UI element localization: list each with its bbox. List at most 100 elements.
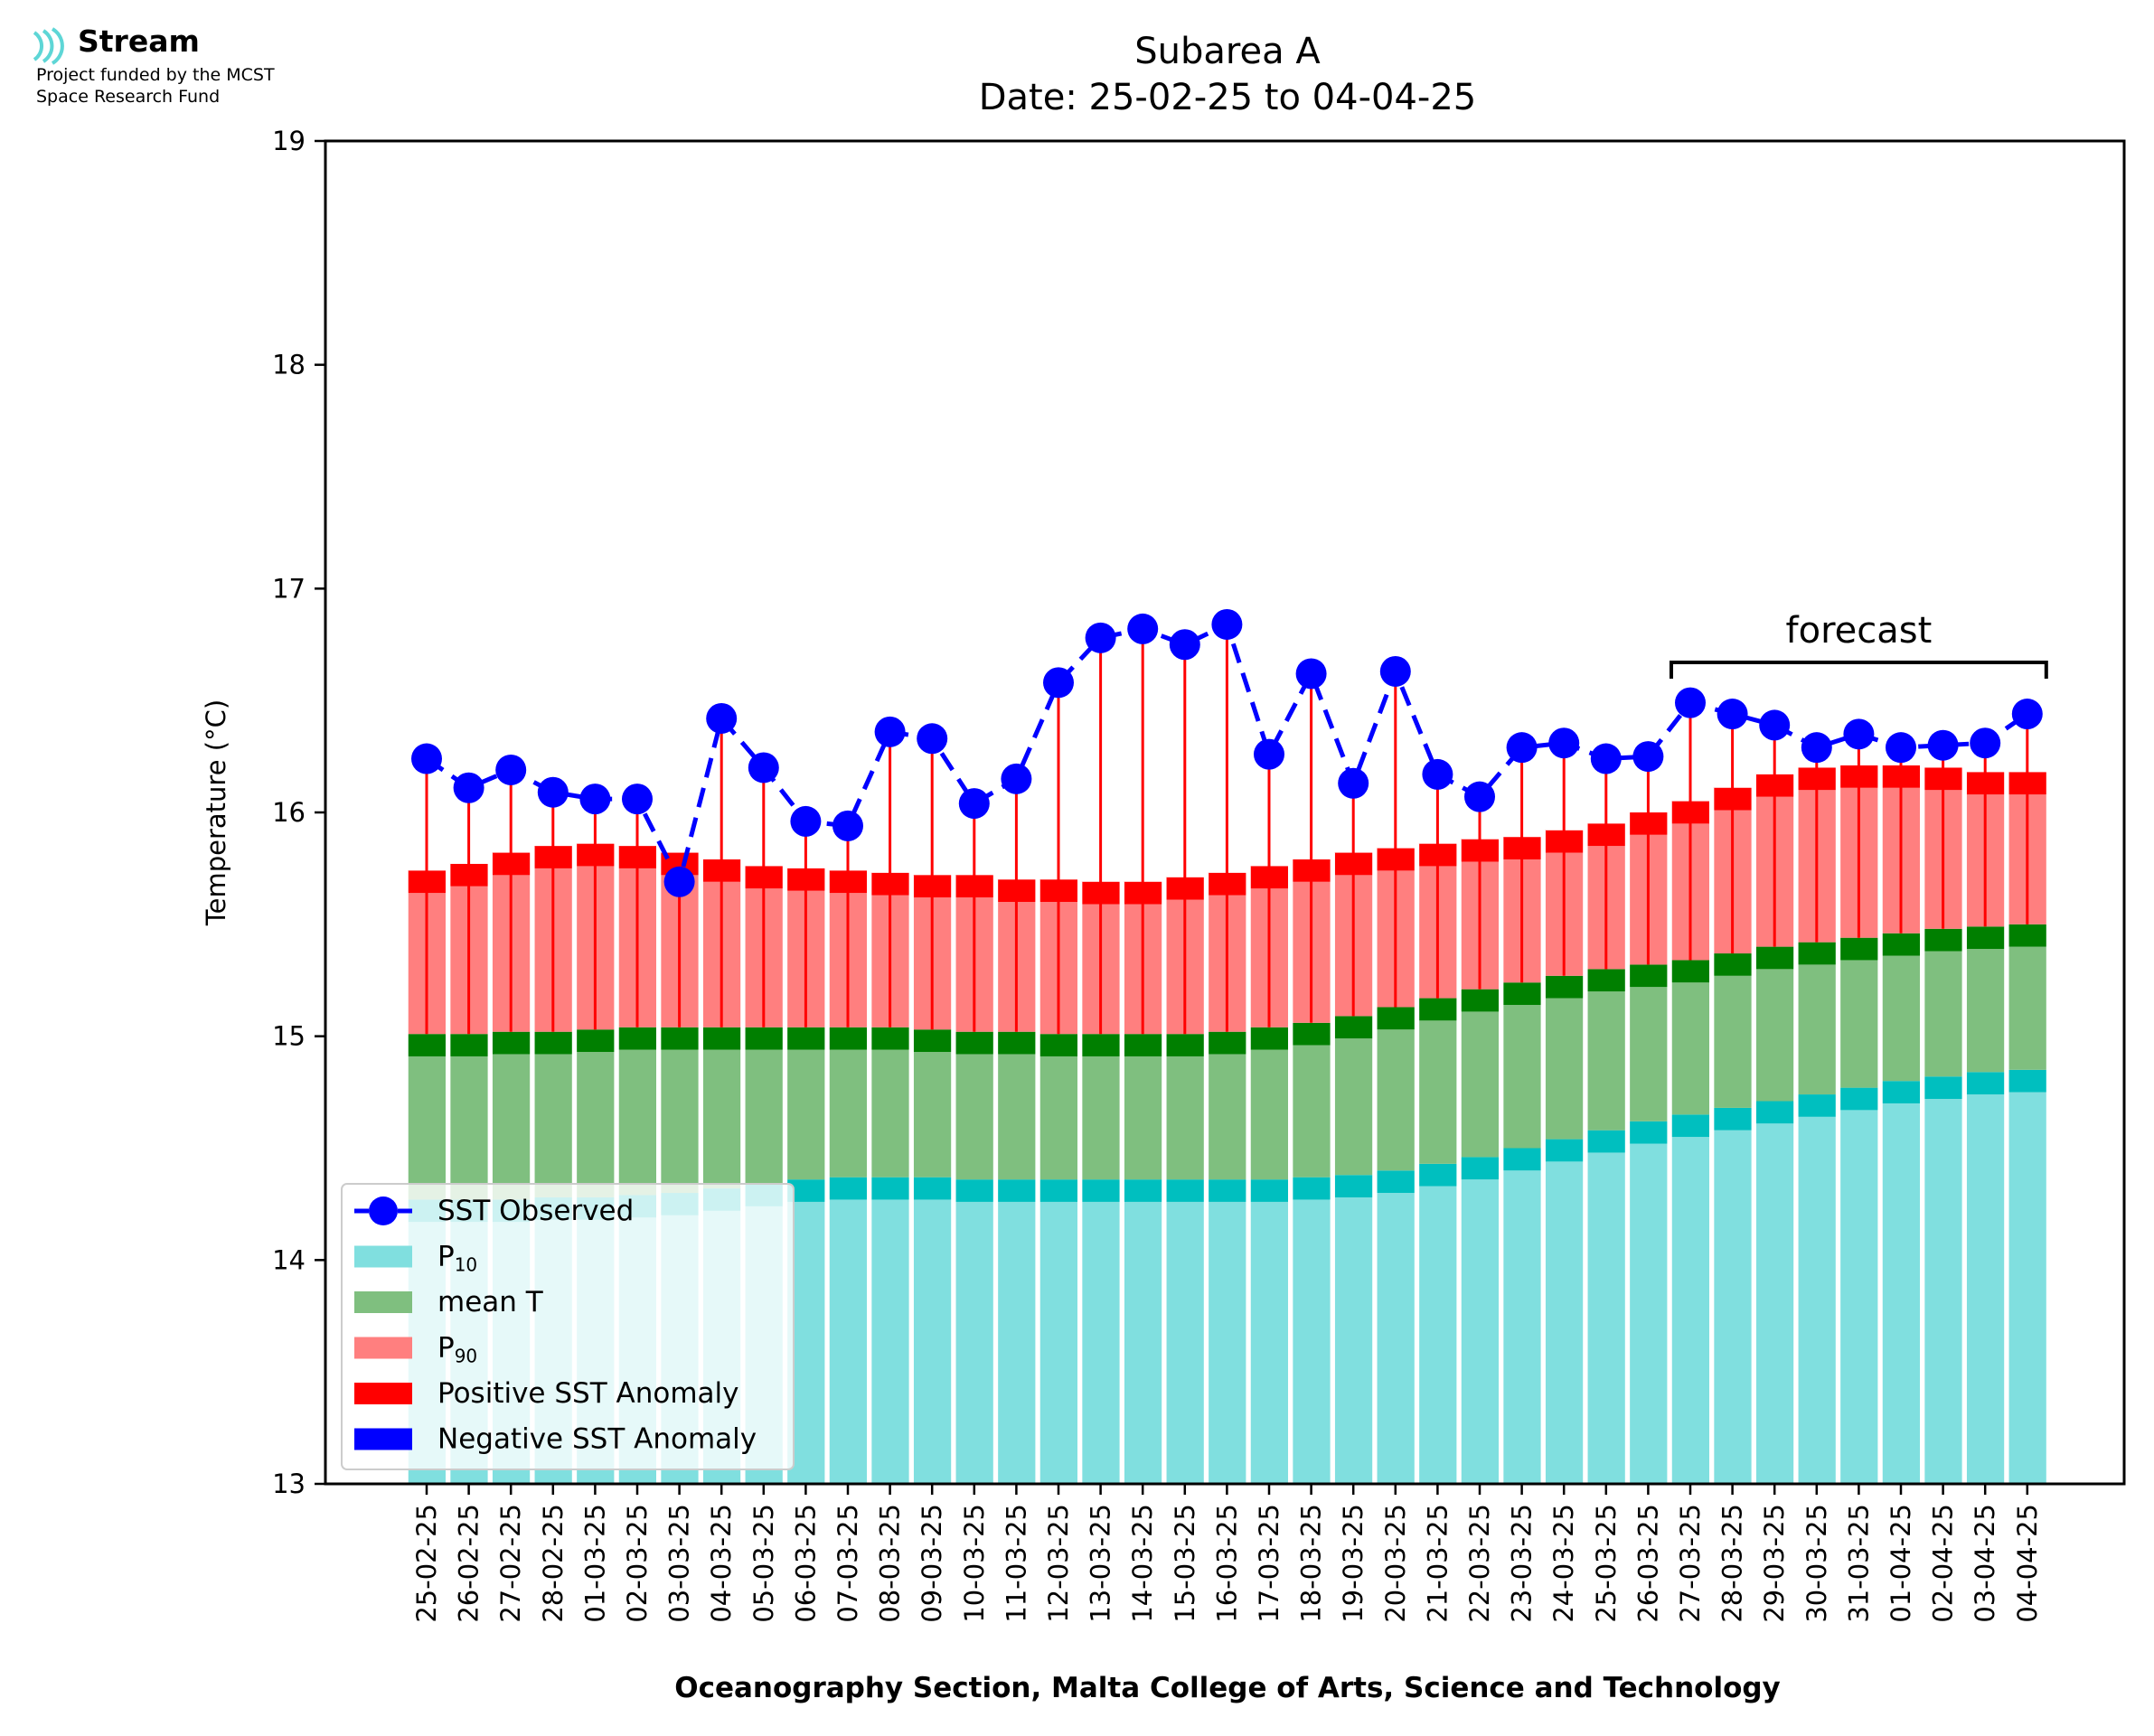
- bar-mean-cap: [1671, 960, 1709, 983]
- bar-mean: [449, 1056, 488, 1200]
- bar-p10: [1334, 1196, 1373, 1484]
- legend-label: P90: [437, 1332, 477, 1367]
- legend-label-text: mean T: [437, 1286, 544, 1318]
- bar-p10-cap: [2008, 1069, 2046, 1093]
- bar-p10-cap: [1629, 1121, 1668, 1144]
- bar-mean: [744, 1049, 783, 1185]
- x-tick-label: 26-02-25: [454, 1504, 484, 1623]
- sst-observed-point: [1211, 608, 1243, 640]
- x-tick-label: 12-03-25: [1043, 1504, 1074, 1623]
- stream-logo-icon: [33, 27, 64, 65]
- x-tick-label: 02-04-25: [1928, 1504, 1959, 1623]
- bar-mean: [1039, 1056, 1077, 1180]
- legend-label-text: Negative SST Anomaly: [437, 1423, 757, 1456]
- bar-mean-cap: [1713, 953, 1752, 976]
- bar-group: [1544, 830, 1584, 1484]
- bar-mean-cap: [408, 1034, 446, 1056]
- bar-mean: [1418, 1020, 1457, 1164]
- bar-mean: [702, 1049, 741, 1189]
- bar-mean-cap: [576, 1029, 615, 1053]
- x-tick-label: 17-03-25: [1254, 1504, 1284, 1623]
- bar-p10: [1586, 1152, 1625, 1484]
- bar-mean-cap: [2008, 924, 2046, 947]
- x-tick-label: 02-03-25: [622, 1504, 653, 1623]
- bar-p10: [1839, 1110, 1878, 1484]
- bar-mean: [533, 1054, 572, 1197]
- bar-mean: [786, 1049, 825, 1180]
- sst-observed-point: [1590, 743, 1622, 774]
- sst-observed-point: [1801, 732, 1832, 764]
- bar-p10: [955, 1201, 993, 1484]
- bar-mean: [829, 1049, 867, 1178]
- bar-p10-cap: [955, 1179, 993, 1202]
- y-tick-label: 15: [272, 1021, 306, 1052]
- x-tick-label: 01-03-25: [579, 1504, 610, 1623]
- bar-p10-cap: [1292, 1177, 1331, 1200]
- x-tick-label: 22-03-25: [1464, 1504, 1495, 1623]
- legend-swatch-marker: [369, 1196, 398, 1225]
- x-tick-label: 10-03-25: [959, 1504, 990, 1623]
- x-tick-label: 25-02-25: [411, 1504, 442, 1623]
- bar-group: [1965, 772, 2005, 1484]
- bar-mean: [2008, 946, 2046, 1070]
- bar-mean-cap: [660, 1027, 699, 1050]
- bar-mean-cap: [786, 1027, 825, 1050]
- bar-mean: [1713, 975, 1752, 1108]
- bar-mean-cap: [1545, 975, 1584, 999]
- bar-group: [1839, 765, 1878, 1484]
- bar-p10: [1629, 1143, 1668, 1484]
- bar-group: [2008, 772, 2046, 1484]
- bar-mean-cap: [1966, 926, 2005, 950]
- sst-observed-point: [1379, 655, 1411, 687]
- y-tick-label: 13: [272, 1469, 306, 1499]
- x-tick-label: 30-03-25: [1801, 1504, 1832, 1623]
- sst-observed-point: [1927, 729, 1959, 761]
- bar-p10-cap: [1797, 1094, 1836, 1117]
- sst-observed-point: [706, 702, 738, 734]
- bar-mean: [1292, 1045, 1331, 1178]
- x-tick-label: 28-03-25: [1717, 1504, 1748, 1623]
- bar-p10-cap: [1418, 1163, 1457, 1187]
- logo-name: Stream: [78, 23, 200, 59]
- bar-mean-cap: [1797, 942, 1836, 965]
- bar-p10: [1797, 1116, 1836, 1484]
- bar-mean-cap: [1124, 1034, 1162, 1056]
- bar-p10: [1882, 1103, 1920, 1484]
- x-tick-label: 07-03-25: [832, 1504, 863, 1623]
- bar-p10: [1376, 1193, 1415, 1484]
- chart-title: Subarea A: [1134, 31, 1321, 72]
- bar-group: [1586, 823, 1625, 1484]
- sst-observed-point: [2011, 699, 2043, 730]
- bar-p10-cap: [829, 1177, 867, 1200]
- x-tick-label: 08-03-25: [875, 1504, 906, 1623]
- x-tick-label: 24-03-25: [1548, 1504, 1579, 1623]
- bar-mean-cap: [618, 1027, 656, 1050]
- bar-mean: [660, 1049, 699, 1194]
- funding-line-2: Space Research Fund: [36, 87, 221, 107]
- forecast-bracket: [1670, 661, 2048, 679]
- bar-mean-cap: [1165, 1034, 1204, 1056]
- logo-wave-2: [42, 29, 54, 63]
- sst-observed-point: [832, 810, 863, 841]
- bar-p10: [829, 1199, 867, 1484]
- x-tick-label: 16-03-25: [1211, 1504, 1242, 1623]
- bar-mean-cap: [1839, 937, 1878, 961]
- sst-observed-point: [1717, 699, 1748, 730]
- bar-p10: [1671, 1137, 1709, 1484]
- x-tick-label: 11-03-25: [1001, 1504, 1031, 1623]
- legend-label: SST Observed: [437, 1195, 634, 1227]
- x-tick-label: 05-03-25: [748, 1504, 779, 1623]
- sst-observed-point: [1254, 738, 1284, 770]
- bar-mean-cap: [829, 1027, 867, 1050]
- bar-p10-cap: [1671, 1114, 1709, 1138]
- x-tick-label: 01-04-25: [1886, 1504, 1916, 1623]
- bar-mean: [913, 1052, 952, 1178]
- x-tick-label: 27-02-25: [495, 1504, 526, 1623]
- bar-mean-cap: [1418, 998, 1457, 1021]
- x-tick-label: 03-04-25: [1970, 1504, 2000, 1623]
- x-tick-label: 18-03-25: [1296, 1504, 1327, 1623]
- sst-observed-point: [1632, 741, 1664, 773]
- sst-observed-point: [1422, 758, 1453, 790]
- bar-p10: [1039, 1201, 1077, 1484]
